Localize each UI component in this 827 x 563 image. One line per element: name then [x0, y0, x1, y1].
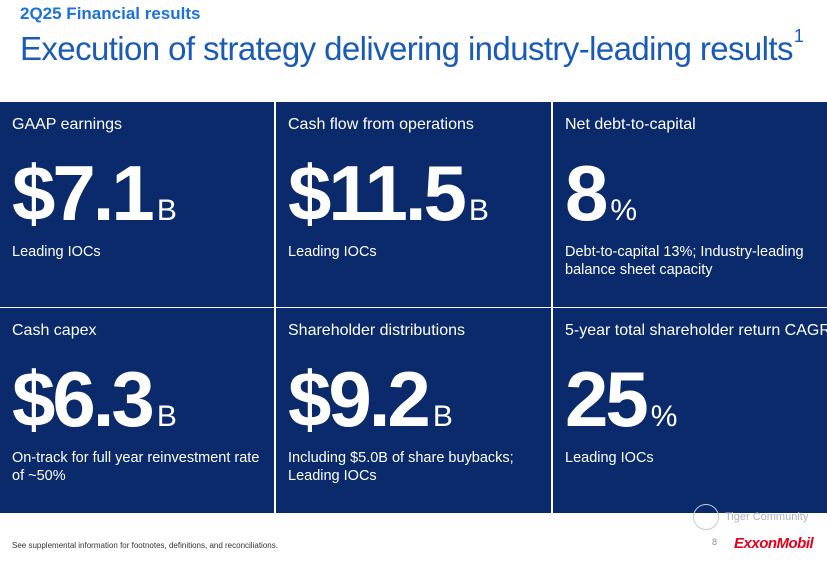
- exxonmobil-logo: ExxonMobil: [734, 535, 814, 552]
- tile-value: 8%: [565, 148, 637, 238]
- tile-value-number: $6.3: [12, 355, 155, 443]
- tile-label: 5-year total shareholder return CAGR: [565, 322, 827, 339]
- tile-label: Cash capex: [12, 322, 97, 339]
- tile-value-unit: B: [432, 400, 453, 433]
- title-footnote-marker: 1: [793, 26, 804, 46]
- watermark: Tiger Community: [693, 503, 823, 531]
- section-eyebrow: 2Q25 Financial results: [20, 4, 201, 23]
- tile-value-unit: %: [650, 400, 678, 433]
- tile-note: Leading IOCs: [565, 450, 654, 466]
- page-title-text: Execution of strategy delivering industr…: [20, 30, 793, 67]
- results-grid: GAAP earnings $7.1 B Leading IOCs Cash fl…: [0, 102, 827, 513]
- tile-shareholder-distributions: Shareholder distributions $9.2 B Includin…: [276, 308, 551, 513]
- tile-label: Shareholder distributions: [288, 322, 465, 339]
- tile-value: $7.1 B: [12, 148, 177, 238]
- tile-value: $9.2 B: [288, 354, 453, 444]
- tile-value: 25%: [565, 354, 677, 444]
- tile-note: Leading IOCs: [288, 244, 377, 260]
- page-title: Execution of strategy delivering industr…: [20, 26, 804, 68]
- tile-cash-flow-operations: Cash flow from operations $11.5 B Leading…: [276, 102, 551, 307]
- tile-value-number: $11.5: [288, 149, 467, 237]
- tile-value-unit: B: [468, 194, 489, 227]
- tile-label: GAAP earnings: [12, 116, 122, 133]
- tile-note: Debt-to-capital 13%; Industry-leading ba…: [565, 244, 804, 278]
- tile-note: Leading IOCs: [12, 244, 101, 260]
- tile-value-number: $9.2: [288, 355, 431, 443]
- tile-note: Including $5.0B of share buybacks; Leadi…: [288, 450, 514, 484]
- page-number: 8: [712, 537, 718, 547]
- tile-net-debt-to-capital: Net debt-to-capital 8% Debt-to-capital 1…: [553, 102, 827, 307]
- tile-value-number: 8: [565, 149, 608, 237]
- tile-value-unit: B: [156, 400, 177, 433]
- tiger-community-icon: [693, 504, 719, 530]
- tile-value-unit: %: [610, 194, 638, 227]
- tile-cash-capex: Cash capex $6.3 B On-track for full year …: [0, 308, 274, 513]
- tile-label: Net debt-to-capital: [565, 116, 696, 133]
- tile-gaap-earnings: GAAP earnings $7.1 B Leading IOCs: [0, 102, 274, 307]
- tile-label: Cash flow from operations: [288, 116, 474, 133]
- footnote: See supplemental information for footnot…: [12, 541, 278, 550]
- tile-value-number: $7.1: [12, 149, 155, 237]
- watermark-text: Tiger Community: [725, 511, 809, 523]
- tile-shareholder-return-cagr: 5-year total shareholder return CAGR 25%…: [553, 308, 827, 513]
- tile-value: $11.5 B: [288, 148, 489, 238]
- tile-note: On-track for full year reinvestment rate…: [12, 450, 260, 484]
- tile-value-unit: B: [156, 194, 177, 227]
- tile-value: $6.3 B: [12, 354, 177, 444]
- tile-value-number: 25: [565, 355, 649, 443]
